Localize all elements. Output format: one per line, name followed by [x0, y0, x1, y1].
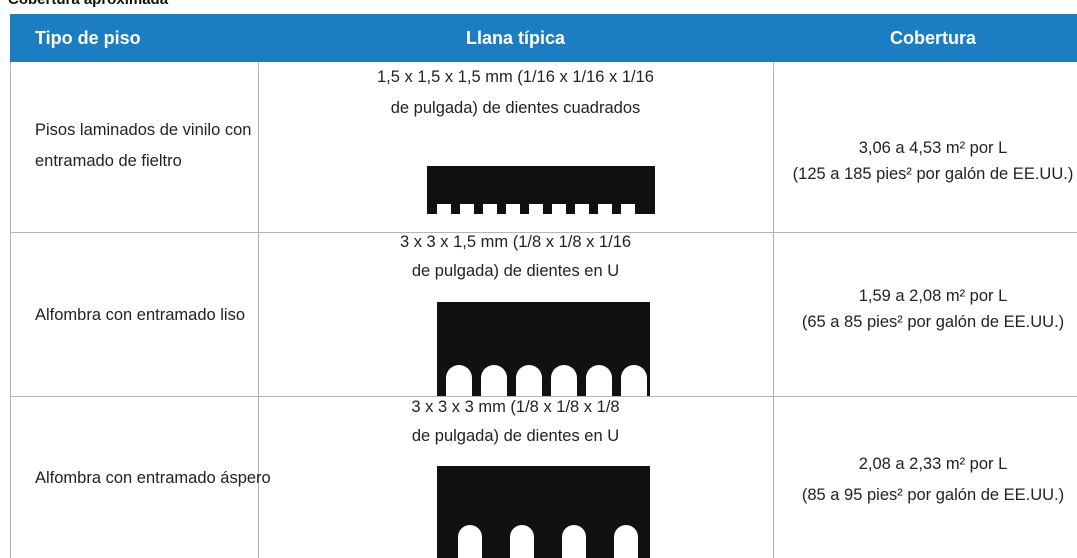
floor-type: entramado de fieltro	[35, 152, 182, 170]
trowel-text: de pulgada) de dientes cuadrados	[390, 99, 641, 117]
coverage-text: 3,06 a 4,53 m² por L	[858, 139, 1008, 157]
trowel-text: de pulgada) de dientes en U	[411, 427, 620, 445]
trowel-square	[427, 166, 655, 214]
header-row	[10, 14, 1077, 62]
header-cell: Tipo de piso	[35, 28, 141, 48]
trowel-text: 3 x 3 x 1,5 mm (1/8 x 1/8 x 1/16	[399, 233, 632, 251]
coverage-text: (85 a 95 pies² por galón de EE.UU.)	[801, 486, 1065, 504]
trowel-text: 3 x 3 x 3 mm (1/8 x 1/8 x 1/8	[411, 398, 620, 416]
grid-lines	[10, 62, 1077, 558]
coverage-text: 2,08 a 2,33 m² por L	[858, 455, 1008, 473]
trowel-text: de pulgada) de dientes en U	[411, 262, 620, 280]
trowel-u-large	[437, 466, 650, 558]
coverage-text: (125 a 185 pies² por galón de EE.UU.)	[792, 165, 1074, 183]
trowel-u-small	[437, 302, 650, 396]
coverage-text: 1,59 a 2,08 m² por L	[858, 287, 1008, 305]
section-title: Cobertura aproximada	[8, 0, 168, 8]
floor-type: Alfombra con entramado liso	[35, 306, 246, 324]
header-cell: Cobertura	[889, 28, 976, 48]
floor-type: Alfombra con entramado áspero	[35, 469, 271, 487]
coverage-text: (65 a 85 pies² por galón de EE.UU.)	[801, 313, 1065, 331]
header-cell: Llana típica	[465, 28, 566, 48]
floor-type: Pisos laminados de vinilo con	[35, 121, 252, 139]
trowel-text: 1,5 x 1,5 x 1,5 mm (1/16 x 1/16 x 1/16	[377, 68, 654, 86]
